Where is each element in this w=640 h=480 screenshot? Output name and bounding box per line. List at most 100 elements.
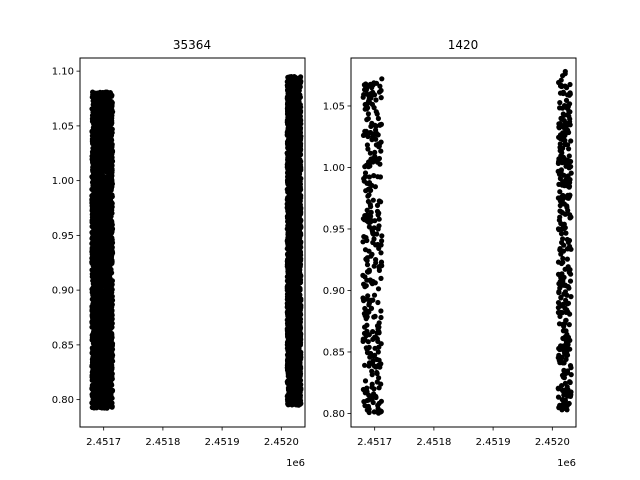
data-point: [91, 139, 97, 145]
data-point: [103, 113, 109, 119]
data-point: [285, 116, 291, 122]
data-point: [89, 217, 95, 223]
data-point: [104, 150, 111, 156]
data-point: [94, 193, 100, 199]
data-point: [90, 89, 96, 95]
data-point: [92, 339, 99, 345]
data-point: [108, 322, 114, 329]
data-point: [95, 97, 101, 103]
data-point: [89, 106, 95, 112]
data-point: [89, 392, 95, 398]
data-point: [101, 367, 107, 373]
data-point: [101, 154, 107, 160]
data-point: [90, 234, 96, 240]
data-point: [297, 110, 303, 116]
data-point: [93, 352, 99, 358]
data-point: [99, 166, 105, 172]
data-point: [104, 285, 110, 291]
data-point: [108, 336, 114, 342]
data-point: [96, 326, 102, 333]
data-point: [96, 124, 102, 130]
data-point: [91, 196, 97, 202]
data-point: [104, 268, 111, 274]
data-point: [89, 296, 95, 302]
data-point: [101, 242, 107, 248]
data-point: [106, 397, 112, 403]
data-point: [107, 122, 113, 128]
data-point: [91, 226, 97, 232]
data-point: [108, 404, 115, 410]
data-point: [90, 249, 96, 255]
data-point: [89, 404, 95, 410]
data-point: [107, 249, 113, 255]
data-point: [90, 98, 96, 104]
data-point: [101, 224, 107, 230]
data-point: [107, 92, 113, 98]
data-point: [97, 350, 103, 356]
data-point: [108, 161, 114, 167]
data-point: [109, 103, 115, 109]
data-point: [102, 190, 108, 196]
data-point: [92, 331, 98, 338]
data-point: [105, 108, 111, 114]
data-point: [99, 296, 105, 302]
data-point: [106, 300, 112, 306]
data-point: [293, 228, 299, 234]
data-point: [290, 223, 296, 230]
data-point: [90, 397, 96, 403]
data-point: [90, 285, 96, 291]
data-point: [90, 164, 96, 170]
data-point: [110, 358, 116, 364]
data-point: [96, 170, 102, 176]
data-point: [109, 144, 115, 151]
data-point: [104, 140, 110, 146]
data-point: [94, 300, 101, 306]
data-point: [100, 382, 106, 388]
data-point: [102, 91, 108, 97]
data-point: [91, 182, 97, 188]
data-point: [285, 347, 291, 353]
data-point: [93, 390, 99, 396]
data-point: [103, 404, 109, 410]
data-point: [90, 274, 96, 280]
data-point: [94, 223, 101, 229]
data-point: [104, 100, 110, 106]
data-point: [108, 236, 114, 242]
data-point: [105, 328, 111, 334]
data-point: [109, 370, 115, 376]
data-point: [98, 142, 104, 148]
data-point: [298, 194, 304, 200]
data-point: [107, 388, 114, 394]
data-point: [91, 121, 97, 127]
data-point: [109, 316, 115, 322]
data-point: [98, 186, 104, 192]
data-point: [96, 366, 102, 372]
data-point: [97, 119, 103, 125]
data-point: [107, 380, 113, 387]
data-point: [96, 395, 102, 401]
data-point: [96, 239, 102, 245]
chart-title: 35364: [173, 38, 211, 52]
data-point: [285, 298, 292, 304]
data-point: [100, 288, 106, 294]
data-point: [97, 214, 103, 220]
data-point: [99, 263, 105, 269]
data-point: [102, 317, 108, 323]
data-point: [92, 147, 98, 154]
data-point: [105, 227, 111, 233]
data-point: [97, 198, 103, 204]
data-point: [284, 246, 290, 252]
data-point: [98, 106, 105, 113]
data-point: [89, 156, 95, 162]
data-point: [98, 146, 104, 152]
data-point: [296, 333, 302, 339]
data-point: [97, 355, 103, 361]
data-point: [296, 177, 302, 184]
data-point: [98, 112, 105, 118]
data-point: [99, 100, 105, 106]
data-point: [103, 157, 109, 163]
data-point: [108, 209, 114, 216]
data-point: [101, 120, 108, 127]
data-point: [92, 178, 98, 184]
